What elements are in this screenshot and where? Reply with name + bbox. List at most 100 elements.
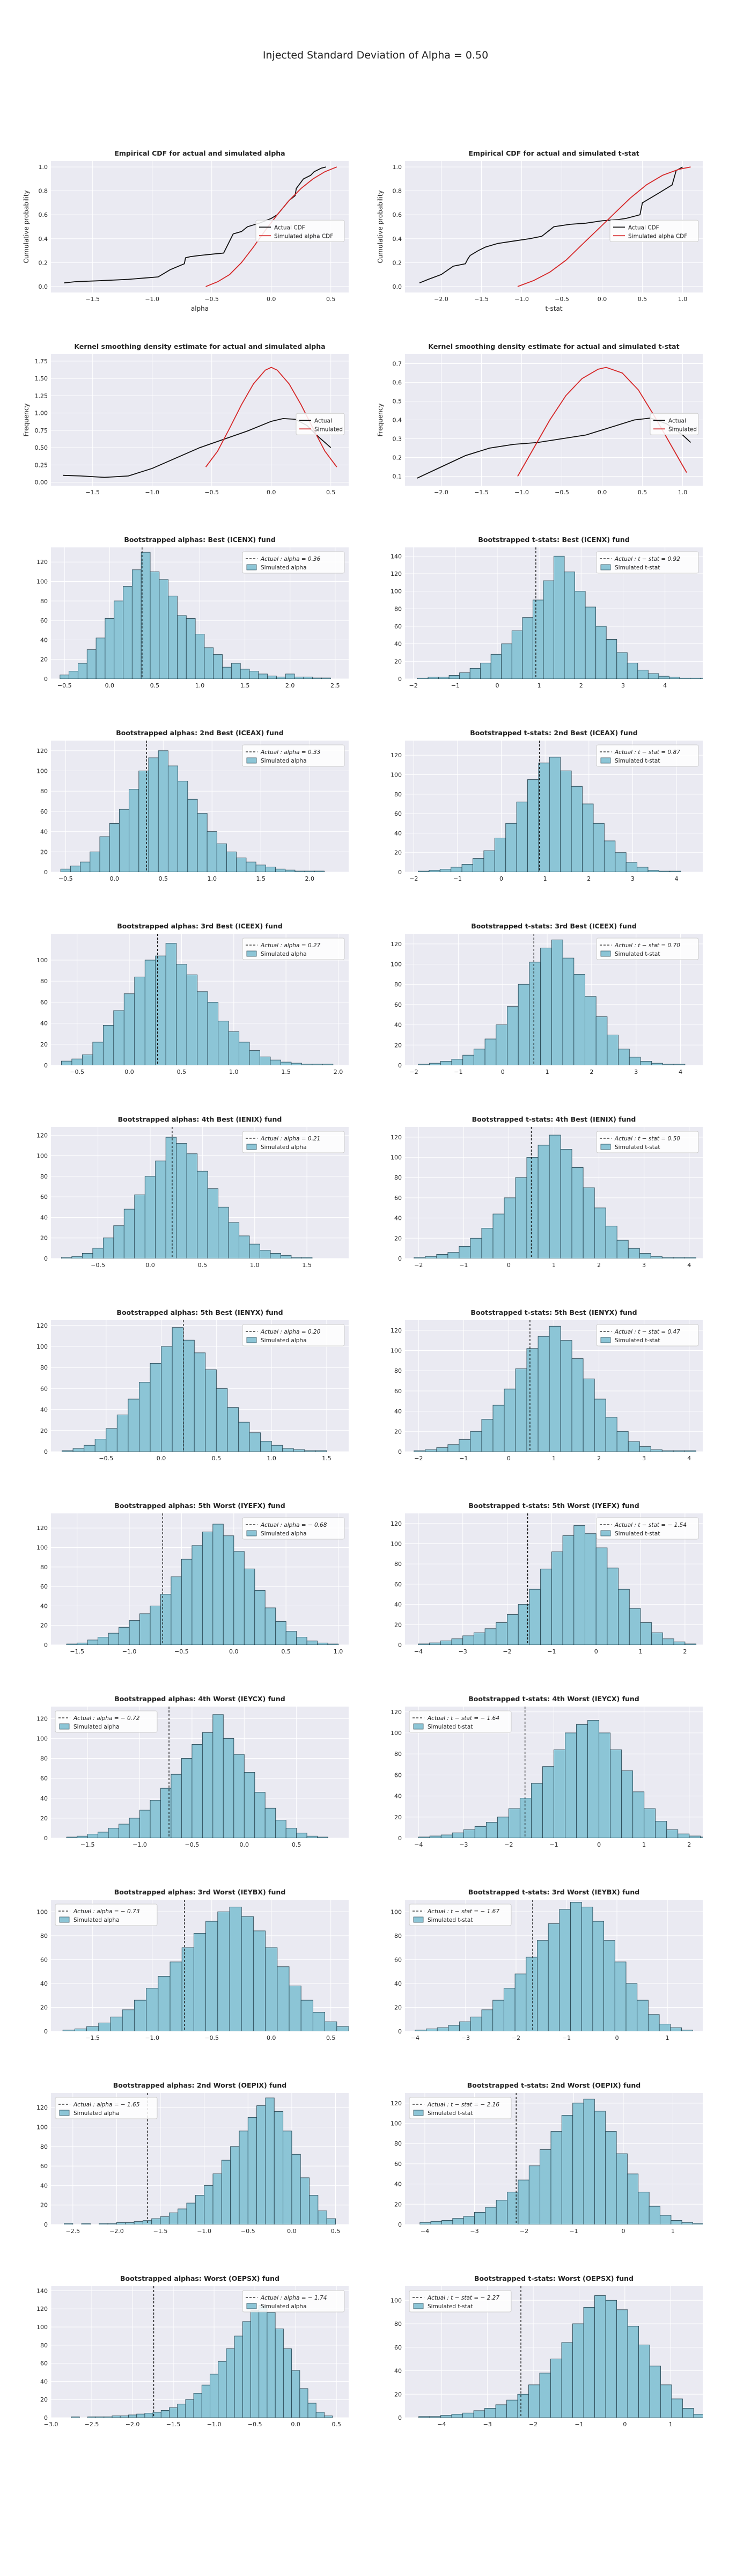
histogram-bar	[119, 1824, 130, 1838]
subplot-17: −1.5 −1.0 −0.5 0.0 0.5 0 20 40 60 80 100 120 Bootstr…	[36, 1695, 349, 1848]
histogram-bar	[303, 676, 313, 679]
histogram-bar	[60, 868, 71, 872]
histogram-bar	[573, 1525, 585, 1645]
legend-label-actual: Actual : t − stat = 0.50	[614, 1136, 680, 1142]
y-tick-label: 60	[394, 1388, 402, 1395]
y-tick-label: 1.25	[35, 392, 48, 399]
x-tick-label: 1.0	[267, 1455, 276, 1462]
x-tick-label: 0.0	[287, 2228, 297, 2235]
histogram-bar	[459, 2021, 471, 2031]
histogram-bar	[306, 1641, 318, 1645]
histogram-bar	[463, 1829, 475, 1838]
x-tick-label: 4	[679, 1069, 682, 1075]
legend-box	[242, 1324, 345, 1346]
histogram-bar	[134, 1194, 145, 1258]
histogram-bar	[473, 858, 484, 872]
histogram-bar	[666, 1829, 679, 1838]
y-tick-label: 40	[394, 1215, 402, 1222]
histogram-bar	[160, 1594, 172, 1645]
legend-box	[242, 2290, 345, 2312]
legend-swatch-simulated	[413, 1723, 424, 1730]
histogram-bar	[186, 1153, 198, 1258]
y-tick-label: 80	[394, 1933, 402, 1940]
histogram-bar	[71, 2416, 80, 2418]
x-tick-label: −4	[414, 1648, 423, 1655]
y-tick-label: 120	[36, 748, 48, 755]
y-tick-label: 80	[394, 605, 402, 612]
plot-content	[418, 1707, 703, 1838]
histogram-bar	[258, 674, 268, 679]
y-tick-label: 40	[40, 1795, 48, 1802]
histogram-bar	[69, 671, 78, 679]
x-tick-label: 0.5	[638, 489, 647, 496]
histogram-bar	[134, 976, 145, 1065]
histogram-bar	[425, 1256, 437, 1258]
subplot-9: −0.5 0.0 0.5 1.0 1.5 2.0 0 20 40 60 80 100 Bootstrap…	[36, 922, 349, 1075]
histogram-bar	[682, 2408, 694, 2418]
x-tick-label: 0.0	[598, 296, 607, 303]
subplot-3: −1.5 −1.0 −0.5 0.0 0.5 0.00 0.25 0.50 0.75 1.00 1.…	[23, 342, 349, 496]
histogram-bar	[285, 869, 296, 872]
y-tick-label: 0	[44, 2028, 48, 2035]
legend-label-simulated: Simulated t-stat	[615, 1337, 660, 1344]
histogram-bar	[540, 947, 552, 1065]
legend-box	[242, 938, 345, 960]
y-tick-label: 100	[391, 1730, 402, 1737]
y-tick-label: 1.00	[35, 410, 48, 417]
histogram-bar	[271, 1445, 283, 1452]
subplot-15: −1.5 −1.0 −0.5 0.0 0.5 1.0 0 20 40 60 80 100 120 Boot…	[36, 1502, 349, 1655]
histogram-bar	[418, 2416, 430, 2418]
histogram-bar	[230, 2146, 240, 2224]
legend-swatch-simulated	[413, 2303, 424, 2309]
x-tick-label: 3	[642, 1455, 646, 1462]
x-tick-label: 0.0	[229, 1648, 239, 1655]
x-tick-label: −1	[453, 875, 462, 882]
x-tick-label: −2	[512, 2035, 520, 2041]
y-tick-label: 60	[394, 1956, 402, 1963]
histogram-bar	[417, 677, 429, 679]
legend-label-simulated: Simulated t-stat	[615, 1144, 660, 1151]
x-tick-label: 0	[499, 875, 503, 882]
x-tick-label: −3.0	[44, 2421, 58, 2428]
subplot-4: −2.0 −1.5 −1.0 −0.5 0.0 0.5 1.0 0.1 0.2 0.3 0.4 0.5…	[377, 342, 703, 496]
y-tick-label: 120	[391, 1520, 402, 1527]
histogram-bar	[212, 1714, 224, 1838]
histogram-bar	[603, 1940, 615, 2031]
histogram-bar	[540, 2149, 551, 2224]
histogram-bar	[148, 757, 159, 872]
histogram-bar	[418, 1064, 430, 1065]
histogram-bar	[270, 1253, 281, 1258]
y-tick-label: 0	[398, 2028, 402, 2035]
histogram-bar	[560, 1340, 572, 1452]
histogram-bar	[325, 2021, 337, 2031]
plot-content	[71, 2286, 333, 2418]
histogram-bar	[543, 580, 554, 679]
legend-label-actual: Actual : alpha = 0.21	[260, 1136, 320, 1142]
y-tick-label: 40	[40, 1407, 48, 1414]
y-axis-label: Frequency	[377, 404, 384, 437]
x-tick-label: −3	[459, 1648, 467, 1655]
histogram-bar	[550, 2359, 562, 2418]
y-tick-label: 1.50	[35, 375, 48, 382]
histogram-bar	[128, 1399, 139, 1452]
histogram-bar	[254, 1792, 266, 1838]
y-tick-label: 60	[394, 1195, 402, 1202]
legend-box	[409, 2097, 512, 2119]
y-tick-label: 100	[391, 588, 402, 595]
histogram-bar	[275, 1621, 286, 1645]
y-tick-label: 20	[394, 658, 402, 665]
y-tick-label: 0	[44, 2221, 48, 2228]
subplot-title: Bootstrapped t-stats: 4th Worst (IEYCX) …	[468, 1695, 639, 1703]
legend-label-simulated: Simulated alpha	[261, 565, 307, 571]
y-tick-label: 0.8	[393, 188, 402, 195]
histogram-bar	[414, 1450, 426, 1452]
histogram-bar	[312, 2011, 326, 2031]
legend-label: Actual	[314, 418, 332, 424]
histogram-bar	[621, 1770, 634, 1838]
histogram-bar	[627, 2325, 639, 2418]
series-line-1	[64, 166, 327, 284]
y-tick-label: 0	[44, 676, 48, 683]
histogram-bar	[326, 2218, 336, 2224]
histogram-bar	[459, 672, 470, 679]
